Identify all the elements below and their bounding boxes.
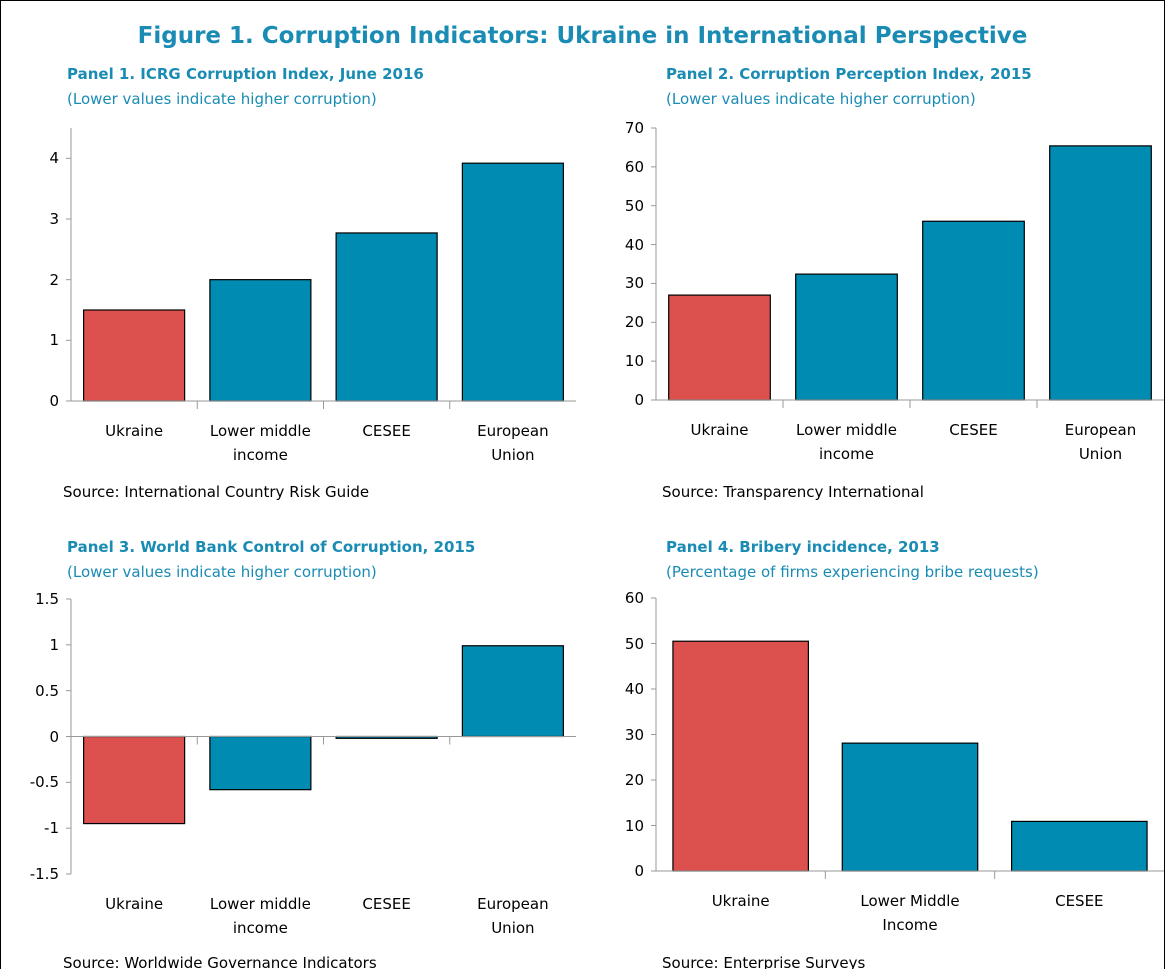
- y-tick-label: 10: [624, 816, 644, 835]
- bar: [668, 294, 771, 401]
- y-tick-label: -0.5: [29, 773, 59, 792]
- x-tick-label: Ukraine: [711, 892, 770, 910]
- x-tick-label: Lower middle income: [796, 421, 897, 463]
- panel-title: Panel 3. World Bank Control of Corruptio…: [67, 538, 476, 556]
- bar: [461, 162, 564, 402]
- x-tick-label: Ukraine: [105, 895, 164, 913]
- bar: [335, 232, 438, 402]
- x-tick-label: CESEE: [362, 895, 411, 913]
- y-tick-label: 2: [49, 270, 59, 289]
- x-tick-label: European Union: [477, 422, 549, 464]
- y-tick-label: 50: [624, 196, 644, 215]
- source-note: Source: Enterprise Surveys: [662, 954, 866, 969]
- y-tick-label: 3: [49, 210, 59, 228]
- panel-subtitle: (Lower values indicate higher corruption…: [67, 90, 377, 108]
- bar: [83, 735, 186, 825]
- y-tick-label: 60: [624, 157, 644, 176]
- panel-subtitle: (Lower values indicate higher corruption…: [666, 90, 976, 108]
- y-tick-label: 50: [624, 634, 644, 653]
- y-tick-label: 1: [49, 331, 59, 350]
- bar: [1010, 820, 1148, 872]
- y-tick-label: 1.5: [35, 590, 59, 608]
- bar: [922, 220, 1025, 401]
- y-tick-label: 0.5: [35, 681, 59, 700]
- y-tick-label: -1.5: [29, 865, 59, 883]
- y-tick-label: 4: [49, 149, 59, 168]
- bar: [795, 273, 898, 401]
- y-tick-label: -1: [44, 819, 59, 838]
- x-tick-label: Lower middle income: [209, 422, 311, 464]
- y-tick-label: 40: [624, 680, 644, 698]
- y-tick-label: 20: [624, 313, 644, 332]
- x-tick-label: Lower middle income: [209, 895, 311, 937]
- y-tick-label: 0: [49, 392, 59, 410]
- x-tick-label: European Union: [477, 895, 549, 937]
- panel-title: Panel 2. Corruption Perception Index, 20…: [666, 65, 1032, 83]
- x-tick-label: CESEE: [362, 422, 411, 440]
- y-tick-label: 0: [634, 862, 644, 880]
- x-tick-label: Ukraine: [690, 421, 749, 439]
- y-tick-label: 30: [624, 274, 644, 293]
- x-tick-label: Lower Middle Income: [860, 892, 960, 934]
- bar: [1049, 145, 1152, 401]
- source-note: Source: Worldwide Governance Indicators: [63, 954, 377, 969]
- panel-subtitle: (Lower values indicate higher corruption…: [67, 563, 377, 581]
- y-tick-label: 30: [624, 725, 644, 744]
- panel-subtitle: (Percentage of firms experiencing bribe …: [666, 563, 1039, 581]
- y-tick-label: 10: [624, 352, 644, 371]
- panel-title: Panel 4. Bribery incidence, 2013: [666, 538, 940, 556]
- figure-title: Figure 1. Corruption Indicators: Ukraine…: [137, 23, 1028, 49]
- x-tick-label: European Union: [1064, 421, 1137, 463]
- y-tick-label: 1: [49, 635, 59, 654]
- x-tick-label: CESEE: [949, 421, 998, 439]
- bar: [841, 742, 979, 872]
- bar: [461, 645, 564, 738]
- x-tick-label: Ukraine: [105, 422, 164, 440]
- source-note: Source: Transparency International: [662, 483, 924, 501]
- y-tick-label: 60: [624, 589, 644, 607]
- x-tick-label: CESEE: [1055, 892, 1104, 910]
- y-tick-label: 70: [624, 119, 644, 137]
- y-tick-label: 0: [49, 727, 59, 746]
- bar: [209, 279, 312, 402]
- source-note: Source: International Country Risk Guide: [63, 483, 370, 501]
- bar: [83, 309, 186, 402]
- y-tick-label: 0: [634, 391, 644, 409]
- panel-title: Panel 1. ICRG Corruption Index, June 201…: [67, 65, 424, 83]
- y-tick-label: 20: [624, 771, 644, 789]
- y-tick-label: 40: [624, 235, 644, 254]
- bar: [209, 735, 312, 791]
- bar: [672, 640, 810, 872]
